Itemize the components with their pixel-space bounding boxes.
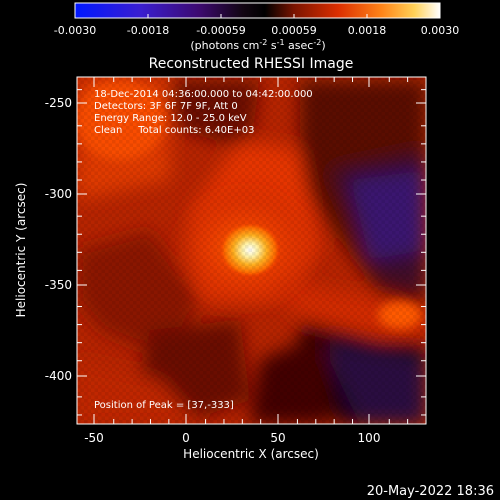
x-tick-label: 50 xyxy=(270,431,285,445)
image-title: Reconstructed RHESSI Image xyxy=(149,56,354,72)
x-tick-label: -50 xyxy=(84,431,104,445)
peak-position-label: Position of Peak = [37,-333] xyxy=(94,400,234,411)
colorbar-gradient xyxy=(74,2,441,19)
y-tick-label: -350 xyxy=(45,278,72,292)
colorbar-tick-label: -0.0030 xyxy=(54,24,96,37)
colorbar-unit-label: (photons cm-2 s-1 asec-2) xyxy=(190,38,325,52)
colorbar-tick-label: -0.00059 xyxy=(196,24,245,37)
hxr-image-map xyxy=(77,77,426,424)
x-tick-label: 0 xyxy=(182,431,190,445)
y-tick-label: -250 xyxy=(45,96,72,110)
colorbar-ticks xyxy=(74,14,441,18)
plot-frame xyxy=(76,76,427,425)
date-stamp: 20-May-2022 18:36 xyxy=(367,484,494,499)
info-line-method: Clean Total counts: 6.40E+03 xyxy=(94,125,254,136)
colorbar-tick-label: 0.0018 xyxy=(348,24,387,37)
colorbar-tick-label: 0.0030 xyxy=(421,24,460,37)
info-line-detectors: Detectors: 3F 6F 7F 9F, Att 0 xyxy=(94,101,238,112)
y-axis-label: Heliocentric Y (arcsec) xyxy=(14,183,28,318)
x-axis-label: Heliocentric X (arcsec) xyxy=(183,447,319,461)
plot-minor-ticks xyxy=(76,77,427,424)
info-line-energy: Energy Range: 12.0 - 25.0 keV xyxy=(94,113,247,124)
colorbar-tick-label: -0.0018 xyxy=(127,24,169,37)
y-tick-label: -300 xyxy=(45,187,72,201)
info-line-time-range: 18-Dec-2014 04:36:00.000 to 04:42:00.000 xyxy=(94,89,313,100)
colorbar: -0.0030 -0.0018 -0.00059 0.00059 0.0018 … xyxy=(54,2,460,52)
colorbar-tick-label: 0.00059 xyxy=(271,24,317,37)
y-tick-label: -400 xyxy=(45,369,72,383)
x-tick-label: 100 xyxy=(358,431,381,445)
